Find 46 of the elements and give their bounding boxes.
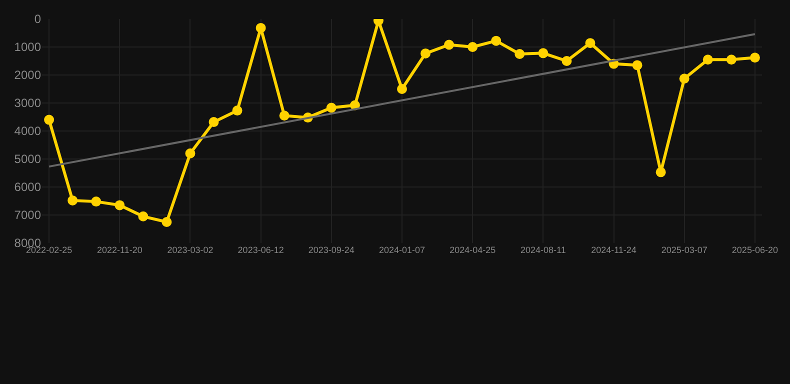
point	[397, 84, 407, 94]
x-tick-label: 2024-11-24	[591, 245, 636, 255]
point	[162, 217, 172, 227]
point	[491, 36, 502, 46]
x-tick-label: 2022-11-20	[96, 245, 142, 255]
point	[326, 102, 336, 113]
y-tick-label: 2000	[14, 68, 42, 82]
point	[444, 40, 454, 50]
y-tick-label: 6000	[14, 180, 42, 194]
point	[232, 106, 242, 116]
point	[138, 211, 148, 222]
y-tick-label: 1000	[14, 40, 42, 54]
point	[68, 195, 78, 206]
point	[679, 74, 690, 84]
point	[702, 54, 713, 65]
x-tick-label: 2023-03-02	[167, 245, 214, 255]
point	[468, 42, 478, 52]
x-tick-label: 2024-04-25	[450, 245, 496, 255]
y-tick-label: 4000	[14, 124, 42, 138]
x-tick-label: 2022-02-25	[26, 245, 72, 255]
y-tick-label: 0	[34, 12, 42, 26]
point	[750, 52, 760, 63]
x-tick-label: 2025-03-07	[661, 245, 708, 255]
point	[538, 48, 548, 58]
y-tick-label: 3000	[14, 96, 42, 110]
point	[114, 200, 125, 210]
point	[208, 117, 219, 128]
point	[91, 196, 102, 207]
point	[256, 22, 266, 33]
x-tick-label: 2025-06-20	[732, 245, 778, 255]
x-tick-label: 2024-01-07	[378, 245, 426, 255]
x-tick-label: 2023-09-24	[308, 245, 354, 255]
point	[279, 110, 290, 121]
y-tick-label: 7000	[14, 208, 42, 222]
point	[562, 56, 572, 66]
point	[656, 167, 666, 178]
point	[585, 38, 596, 48]
y-tick-label: 5000	[14, 152, 42, 166]
x-tick-label: 2023-06-12	[238, 245, 284, 255]
point	[514, 49, 525, 59]
x-tick-label: 2024-08-11	[520, 245, 566, 255]
point	[44, 114, 54, 125]
point	[185, 148, 196, 158]
point	[420, 48, 431, 58]
point	[632, 60, 642, 70]
point	[726, 54, 736, 65]
